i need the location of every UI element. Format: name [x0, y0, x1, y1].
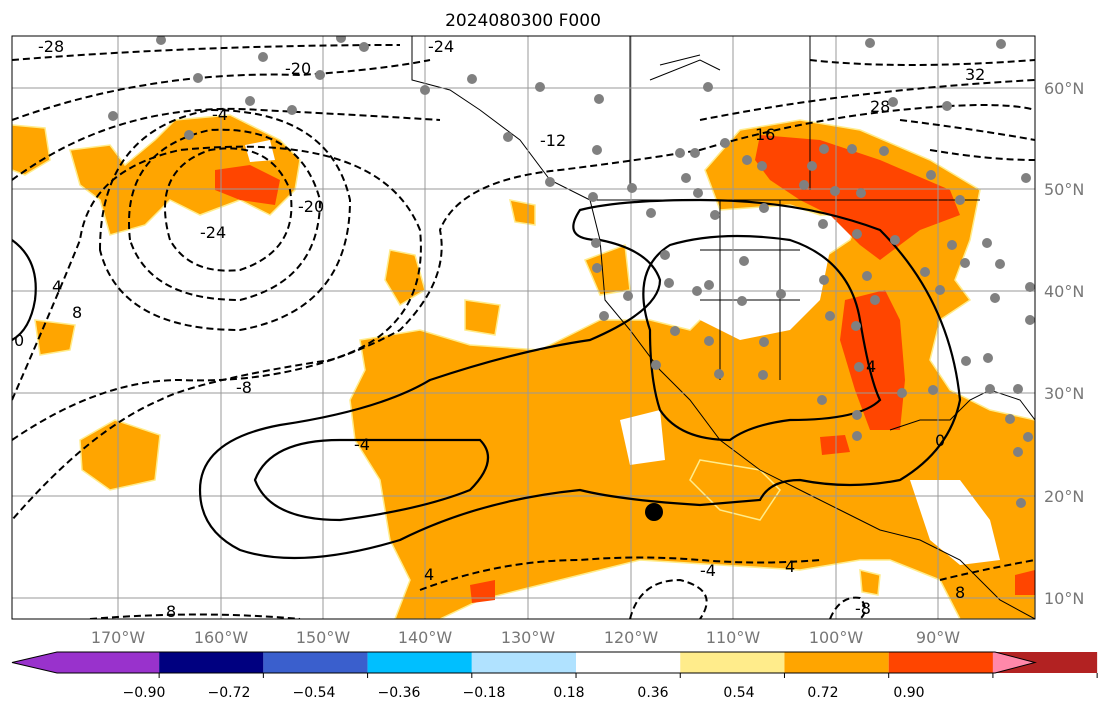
- colorbar-label: 0.36: [637, 685, 668, 701]
- lon-tick: 170°W: [91, 628, 146, 647]
- contour-label: 0: [935, 431, 945, 450]
- contours-positive: [12, 198, 962, 560]
- lat-tick: 20°N: [1044, 487, 1084, 506]
- contour-label: -4: [354, 435, 370, 454]
- contour-label: -24: [200, 223, 226, 242]
- contour-label: 8: [166, 602, 176, 621]
- lon-tick: 130°W: [501, 628, 556, 647]
- colorbar-label: −0.54: [293, 685, 336, 701]
- contour-labels: -28 -24 -20 32 28 16 -12 -24 -20 4 8 0 -…: [14, 37, 985, 621]
- contour-label: 4: [866, 357, 876, 376]
- lon-tick: 160°W: [194, 628, 249, 647]
- lat-tick: 50°N: [1044, 180, 1084, 199]
- colorbar-segment: [992, 652, 1035, 673]
- contours-negative: [12, 44, 1035, 619]
- lat-tick: 10°N: [1044, 589, 1084, 608]
- colorbar-label: 0.18: [553, 685, 584, 701]
- colorbar: −0.90 −0.72 −0.54 −0.36 −0.18 0.18 0.36 …: [11, 651, 1098, 701]
- contour-label: 4: [785, 557, 795, 576]
- colorbar-label: 0.90: [893, 685, 924, 701]
- lon-tick: 100°W: [809, 628, 864, 647]
- lat-tick: 30°N: [1044, 384, 1084, 403]
- highlight-point: [645, 503, 663, 521]
- colorbar-segment: [784, 652, 889, 673]
- contour-label: 32: [965, 65, 985, 84]
- contour-label: 8: [955, 583, 965, 602]
- map-title: 2024080300 F000: [445, 11, 601, 31]
- colorbar-segment: [680, 652, 785, 673]
- colorbar-segment: [888, 652, 993, 673]
- contour-label: 4: [424, 565, 434, 584]
- lon-tick: 90°W: [916, 628, 960, 647]
- colorbar-label: −0.90: [123, 685, 166, 701]
- colorbar-label: 0.72: [807, 685, 838, 701]
- contour-label: 28: [870, 97, 890, 116]
- lon-tick: 110°W: [706, 628, 761, 647]
- contour-label: -4: [700, 561, 716, 580]
- colorbar-segment: [367, 652, 472, 673]
- colorbar-label: −0.36: [378, 685, 421, 701]
- colorbar-segment: [471, 652, 577, 673]
- lon-tick-labels: 170°W 160°W 150°W 140°W 130°W 120°W 110°…: [91, 628, 960, 647]
- map-area: -28 -24 -20 32 28 16 -12 -24 -20 4 8 0 -…: [11, 35, 1036, 621]
- contour-label: -12: [540, 131, 566, 150]
- lat-tick: 60°N: [1044, 79, 1084, 98]
- contour-label: -20: [298, 197, 324, 216]
- graticule: [12, 36, 1035, 619]
- lat-tick-labels: 60°N 50°N 40°N 30°N 20°N 10°N: [1044, 79, 1084, 608]
- colorbar-label: −0.18: [463, 685, 506, 701]
- contour-label: 4: [52, 277, 62, 296]
- contour-label: 16: [755, 125, 775, 144]
- lon-tick: 140°W: [398, 628, 453, 647]
- station-dots: [108, 36, 1035, 508]
- contour-label: -8: [855, 599, 871, 618]
- contour-label: 8: [72, 303, 82, 322]
- colorbar-segment: [992, 652, 1098, 673]
- contour-label: -20: [285, 59, 311, 78]
- colorbar-segment: [576, 652, 681, 673]
- contour-label: -8: [236, 378, 252, 397]
- map-frame: [11, 35, 1036, 620]
- colorbar-label: 0.54: [723, 685, 754, 701]
- colorbar-segment: [159, 652, 264, 673]
- lon-tick: 120°W: [604, 628, 659, 647]
- colorbar-outline: [11, 651, 1037, 674]
- contour-label: -4: [212, 105, 228, 124]
- contour-label: -28: [38, 37, 64, 56]
- contour-label: 0: [14, 331, 24, 350]
- contour-label: -24: [428, 37, 454, 56]
- colorbar-label: −0.72: [208, 685, 251, 701]
- colorbar-segment: [12, 652, 160, 673]
- lat-tick: 40°N: [1044, 282, 1084, 301]
- colorbar-segment: [263, 652, 368, 673]
- lon-tick: 150°W: [296, 628, 351, 647]
